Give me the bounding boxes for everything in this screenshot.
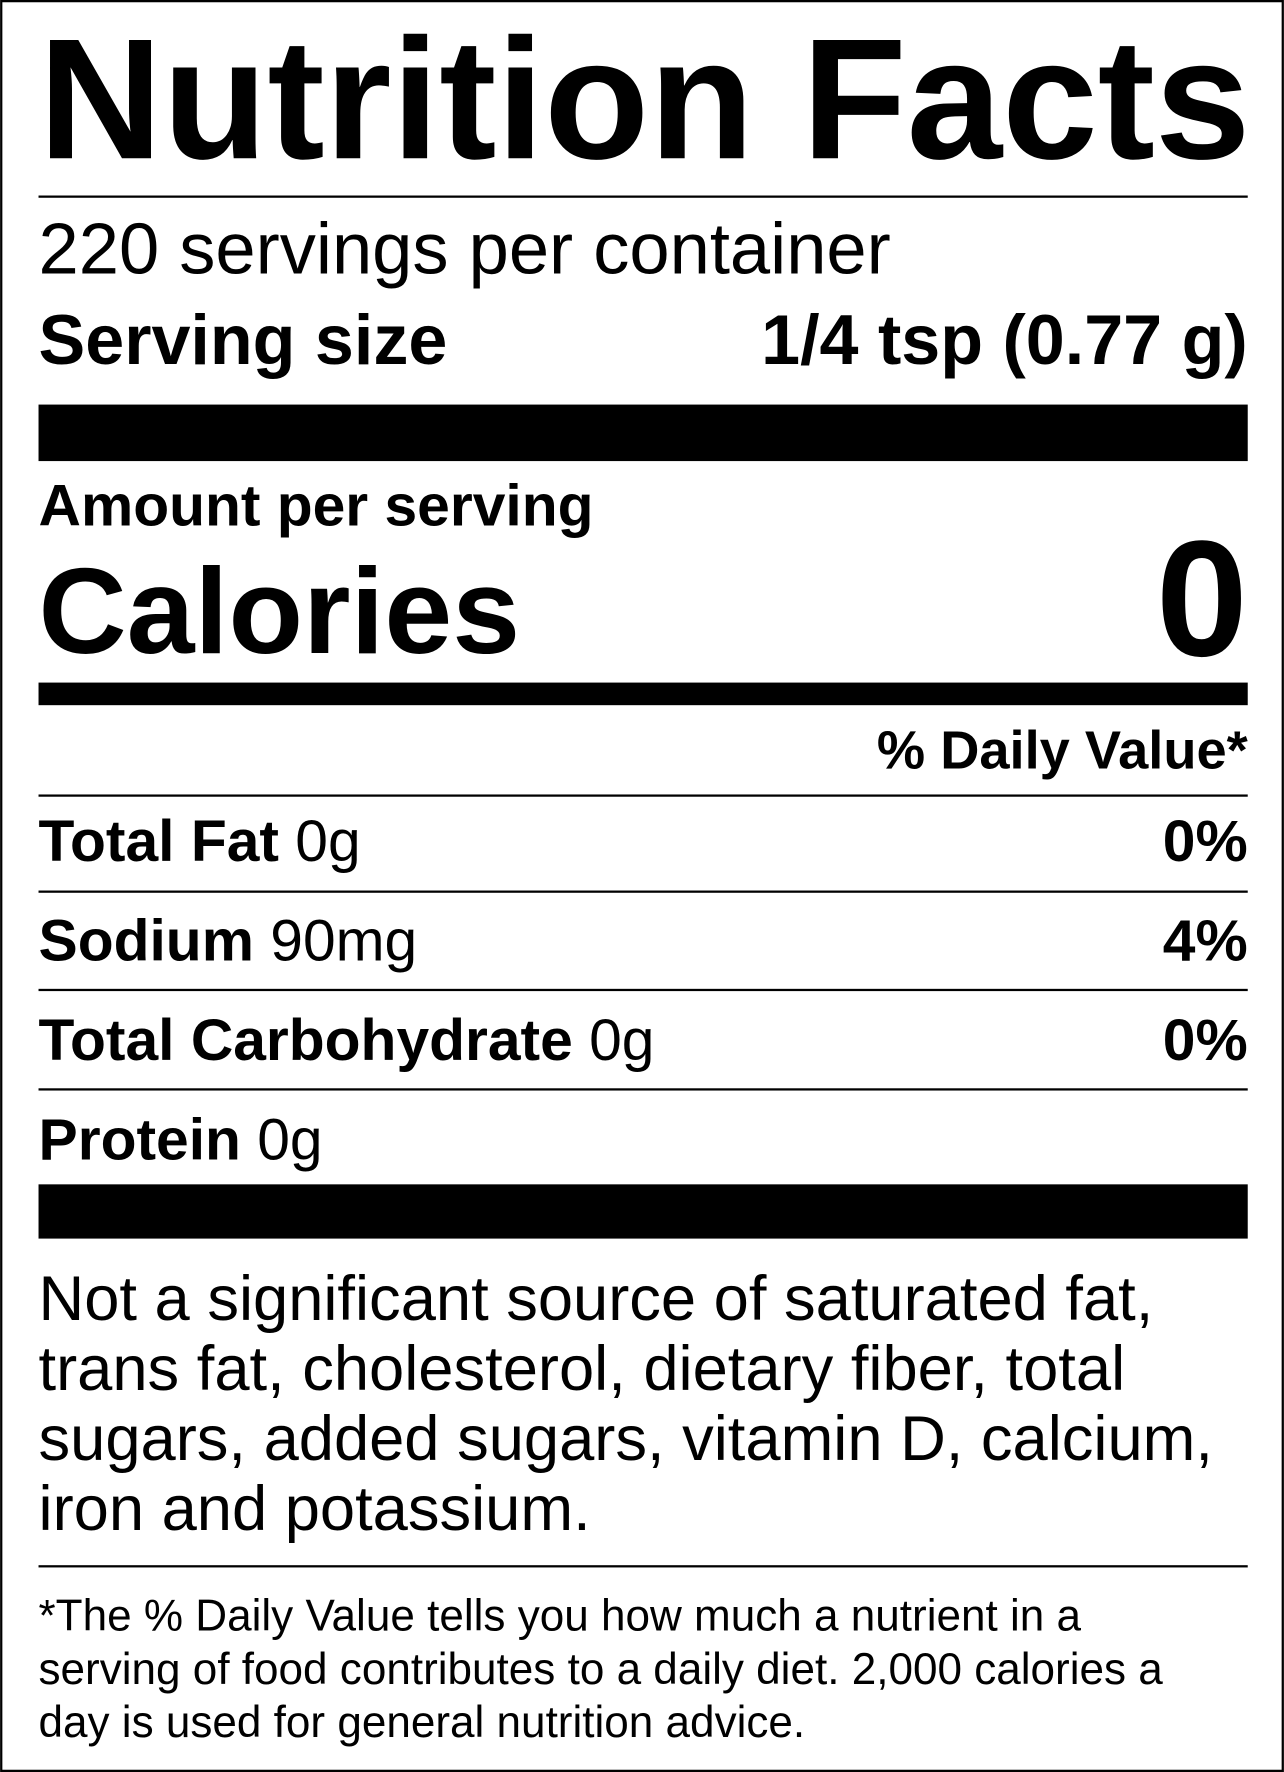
nutrient-name: Protein — [39, 1107, 241, 1172]
note-line: Not a significant source of saturated fa… — [39, 1264, 1154, 1334]
footnote-line: *The % Daily Value tells you how much a … — [39, 1592, 1082, 1641]
daily-value-header: % Daily Value* — [877, 720, 1249, 780]
footnote-line: serving of food contributes to a daily d… — [39, 1645, 1164, 1694]
nutrient: Total Carbohydrate 0g — [39, 1008, 655, 1073]
note-line: sugars, added sugars, vitamin D, calcium… — [39, 1404, 1213, 1474]
row-divider — [38, 890, 1248, 893]
row-divider — [38, 988, 1248, 992]
divider — [38, 195, 1248, 198]
serving-size-value: 1/4 tsp (0.77 g) — [761, 301, 1248, 379]
nutrient-name: Total Carbohydrate — [39, 1008, 573, 1073]
nutrient: Sodium 90mg — [39, 909, 418, 974]
nutrient-daily-value: 4% — [1163, 909, 1248, 974]
note-line: trans fat, cholesterol, dietary fiber, t… — [39, 1334, 1126, 1404]
row-divider — [38, 1088, 1248, 1091]
nutrient-amount: 0g — [589, 1008, 654, 1073]
calories-value: 0 — [1156, 506, 1248, 690]
nutrient-amount: 90mg — [270, 909, 417, 974]
nutrient-amount: 0g — [257, 1107, 322, 1172]
note: Not a significant source of saturated fa… — [39, 1264, 1213, 1544]
nutrient-rows: Total Fat 0g 0% Sodium 90mg 4% Total Carbohy… — [38, 794, 1248, 1172]
nutrient-daily-value: 0% — [1163, 1008, 1248, 1073]
note-line: iron and potassium. — [39, 1474, 591, 1544]
calories-label: Calories — [39, 543, 521, 679]
divider — [38, 1565, 1248, 1568]
servings-per-container: 220 servings per container — [39, 209, 891, 289]
title: Nutrition Facts — [39, 4, 1251, 195]
medium-bar — [38, 682, 1248, 706]
row-divider — [38, 794, 1248, 797]
nutrient: Total Fat 0g — [39, 809, 361, 874]
nutrient: Protein 0g — [39, 1107, 323, 1172]
thick-bar — [38, 1184, 1248, 1239]
nutrient-daily-value: 0% — [1163, 809, 1248, 874]
footnote: *The % Daily Value tells you how much a … — [39, 1592, 1164, 1747]
footnote-line: day is used for general nutrition advice… — [39, 1698, 806, 1747]
nutrient-amount: 0g — [295, 809, 360, 874]
thick-bar — [38, 404, 1248, 462]
nutrient-name: Sodium — [39, 909, 254, 974]
nutrient-name: Total Fat — [39, 809, 279, 874]
amount-per-serving: Amount per serving — [39, 473, 594, 538]
serving-size-label: Serving size — [39, 301, 448, 379]
